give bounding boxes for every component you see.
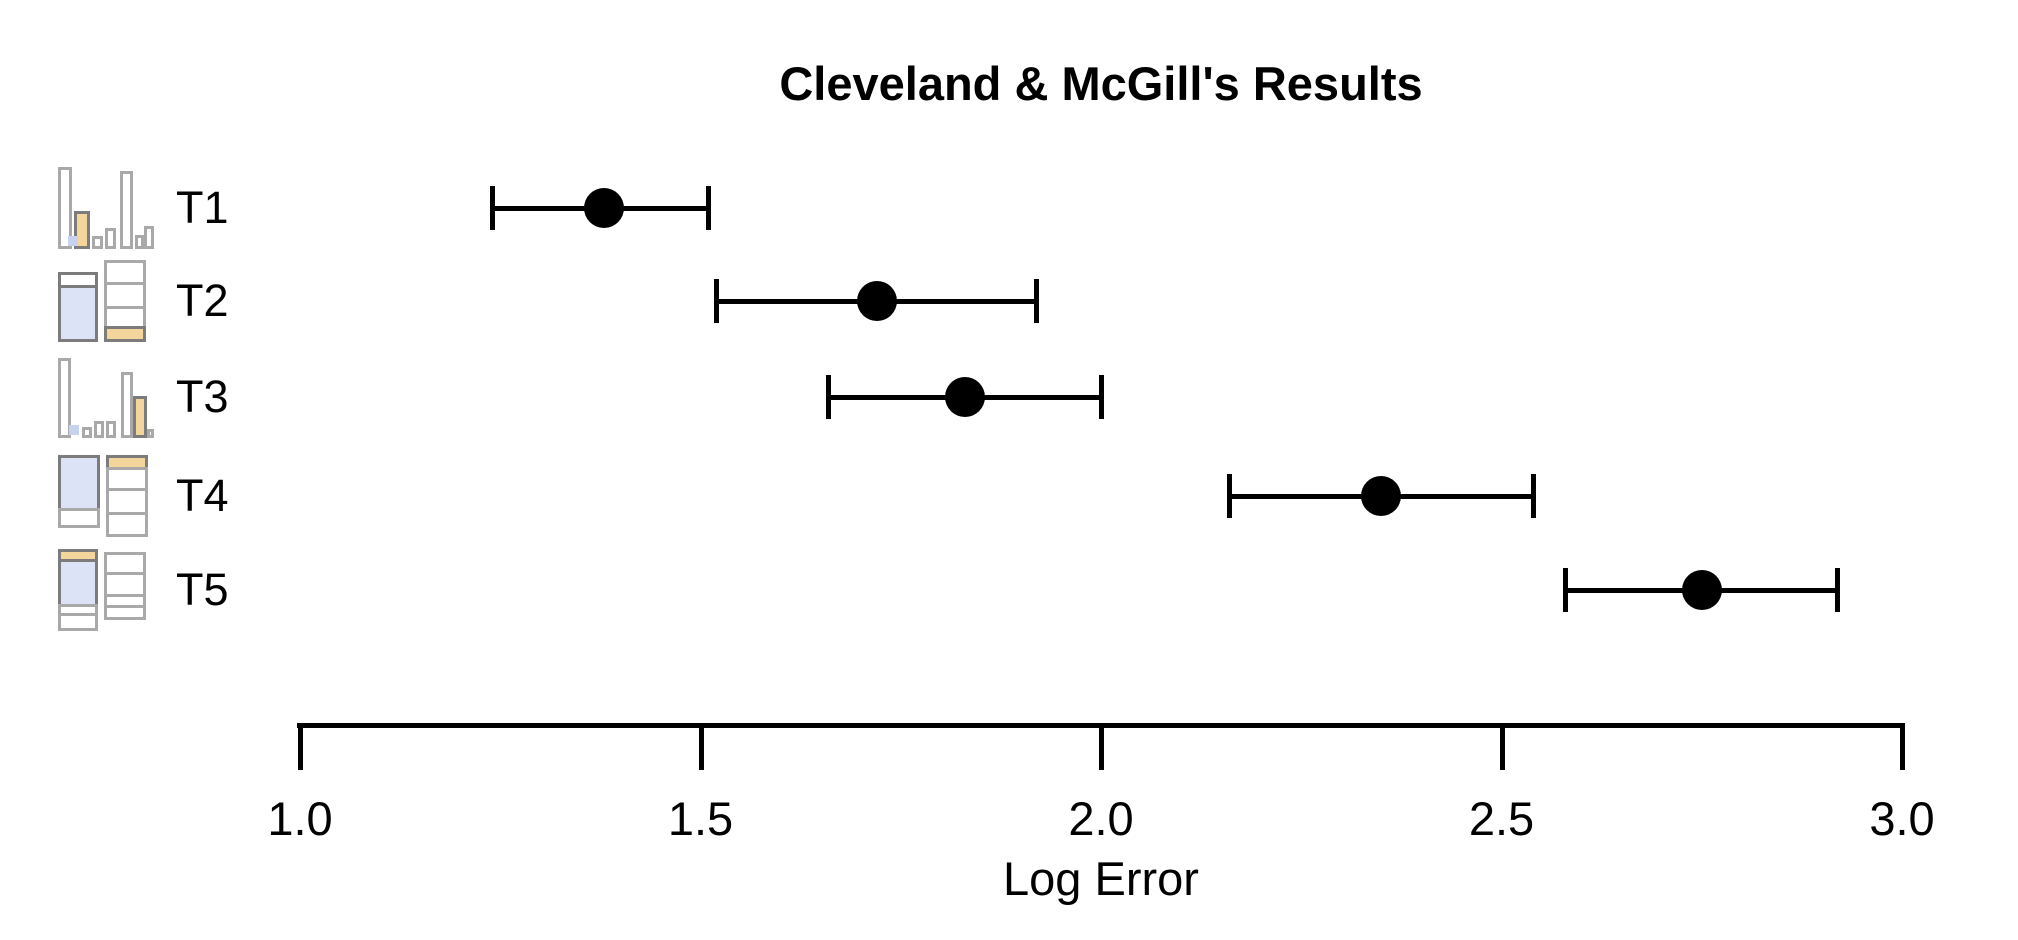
stacked-bar-chart-unaligned-marks-icon <box>56 455 154 537</box>
mean-point <box>856 281 897 321</box>
task-label-t4: T4 <box>176 470 229 521</box>
task-row-t4: T4 <box>0 454 300 538</box>
x-axis-tick <box>698 725 704 770</box>
error-bar-cap-right <box>1034 279 1040 323</box>
task-label-t2: T2 <box>176 275 229 326</box>
task-row-t1: T1 <box>0 166 300 250</box>
icon-segment <box>104 605 146 620</box>
task-row-t2: T2 <box>0 259 300 343</box>
x-axis-tick-label: 3.0 <box>1869 792 1935 845</box>
icon-bar <box>106 421 116 438</box>
error-bar-cap-right <box>1098 375 1104 419</box>
x-axis-tick-label: 2.0 <box>1068 792 1134 845</box>
mean-point <box>1361 476 1402 516</box>
error-bar-cap-left <box>714 279 720 323</box>
icon-bar <box>147 429 154 438</box>
x-axis-tick <box>1099 725 1104 770</box>
x-axis-tick <box>298 725 303 770</box>
icon-marked-segment <box>58 559 98 607</box>
icon-bar <box>58 358 71 438</box>
mean-point <box>944 377 985 417</box>
error-bar-cap-left <box>489 186 495 230</box>
task-label-t1: T1 <box>176 182 229 233</box>
icon-segment <box>58 508 100 528</box>
error-bar-cap-right <box>1531 474 1537 518</box>
icon-bar <box>144 226 154 249</box>
grouped-bar-chart-separated-marks-icon <box>56 356 154 438</box>
icon-segment <box>106 512 148 537</box>
x-axis-tick <box>1900 725 1905 770</box>
icon-bar <box>58 167 72 249</box>
icon-segment <box>104 282 146 309</box>
icon-bar <box>94 421 104 438</box>
stacked-bar-chart-aligned-marks-icon <box>56 260 154 342</box>
icon-bar <box>120 171 133 249</box>
stacked-bar-chart-unaligned-marks-icon <box>56 549 154 631</box>
icon-segment <box>58 613 98 631</box>
icon-marked-segment <box>58 455 100 511</box>
icon-bar <box>92 236 103 249</box>
mean-point <box>1681 570 1722 610</box>
error-bar-cap-right <box>1835 568 1841 612</box>
error-bar-cap-right <box>706 186 711 230</box>
task-label-t3: T3 <box>176 371 229 422</box>
icon-marked-bar <box>74 211 90 249</box>
x-axis-tick-label: 1.0 <box>267 792 333 845</box>
icon-bar <box>105 228 116 249</box>
grouped-bar-chart-adjacent-marks-icon <box>56 167 154 249</box>
icon-segment <box>106 488 148 515</box>
x-axis-label: Log Error <box>1003 852 1199 905</box>
x-axis-tick-label: 1.5 <box>667 792 734 845</box>
icon-bar <box>135 235 144 249</box>
icon-marked-bar <box>133 396 147 438</box>
task-label-t5: T5 <box>176 564 229 615</box>
error-bar-cap-left <box>1563 568 1569 612</box>
icon-marked-segment <box>104 326 146 342</box>
icon-marked-segment <box>58 285 98 342</box>
chart-title: Cleveland & McGill's Results <box>779 57 1423 110</box>
error-bar-cap-left <box>1226 474 1232 518</box>
icon-bar <box>82 427 92 438</box>
error-bar-cap-left <box>826 375 832 419</box>
icon-marker-dot <box>68 236 78 246</box>
x-axis-tick-label: 2.5 <box>1468 792 1535 845</box>
x-axis-tick <box>1499 725 1505 770</box>
icon-bar <box>121 372 133 438</box>
task-row-t5: T5 <box>0 548 300 632</box>
task-row-t3: T3 <box>0 355 300 439</box>
mean-point <box>584 188 625 228</box>
icon-marker-dot <box>69 425 79 435</box>
